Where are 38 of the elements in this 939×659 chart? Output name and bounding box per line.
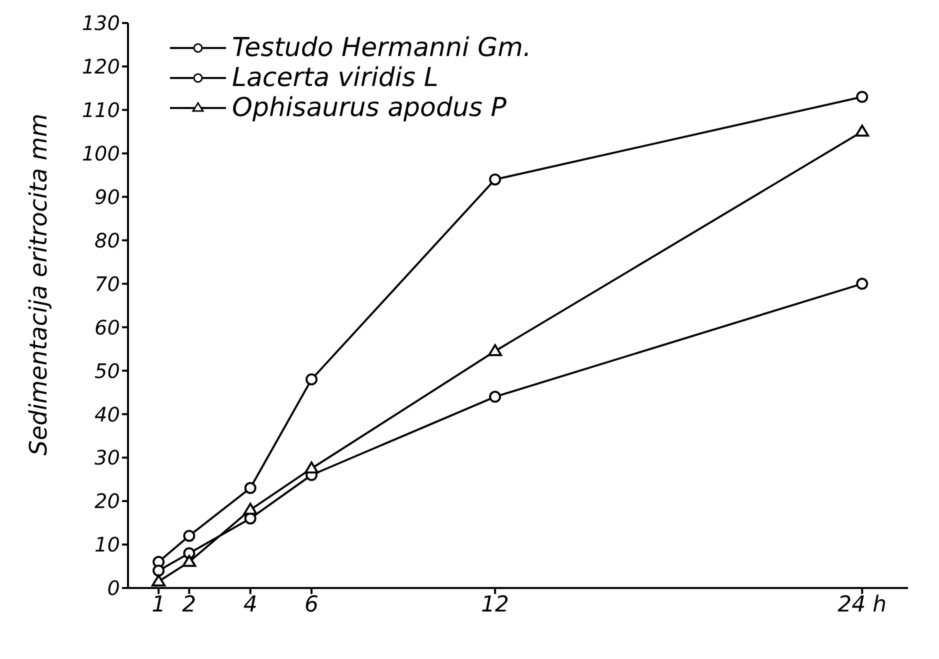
x-tick-label: 24 h xyxy=(838,592,887,618)
point xyxy=(856,90,868,103)
y-tick-label: 30 xyxy=(94,446,120,470)
y-tick-label: 0 xyxy=(107,576,120,600)
legend-label: Ophisaurus apodus P xyxy=(232,93,506,123)
legend-label: Lacerta viridis L xyxy=(232,63,438,93)
point xyxy=(152,574,166,586)
point xyxy=(183,530,196,542)
point xyxy=(855,124,870,137)
point xyxy=(304,461,319,474)
x-tick-label: 12 xyxy=(481,592,510,618)
y-axis-title: Sedimentacija eritrocita mm xyxy=(24,114,53,456)
point xyxy=(182,554,196,567)
x-tick-label: 6 xyxy=(304,592,319,618)
point xyxy=(489,173,502,186)
point xyxy=(152,564,165,577)
point xyxy=(856,278,868,290)
y-tick-label: 50 xyxy=(94,358,120,383)
x-tick-label: 2 xyxy=(182,592,196,618)
y-tick-label: 90 xyxy=(94,184,120,209)
x-tick-label: 1 xyxy=(152,592,166,618)
x-tick-label: 4 xyxy=(243,592,258,618)
y-tick-label: 120 xyxy=(82,54,120,79)
legend-label: Testudo Hermanni Gm. xyxy=(232,33,532,63)
point xyxy=(489,390,502,403)
point xyxy=(306,373,318,386)
y-tick-label: 20 xyxy=(94,489,120,514)
y-tick-label: 60 xyxy=(94,315,120,340)
y-tick-label: 70 xyxy=(94,272,120,296)
y-tick-label: 10 xyxy=(94,532,120,557)
y-tick-label: 80 xyxy=(94,228,120,252)
point xyxy=(243,502,258,515)
y-tick-label: 100 xyxy=(82,141,120,166)
y-tick-label: 130 xyxy=(82,11,120,36)
point xyxy=(488,344,502,356)
y-tick-label: 40 xyxy=(94,402,120,426)
point xyxy=(244,482,256,494)
y-tick-label: 110 xyxy=(82,98,120,122)
